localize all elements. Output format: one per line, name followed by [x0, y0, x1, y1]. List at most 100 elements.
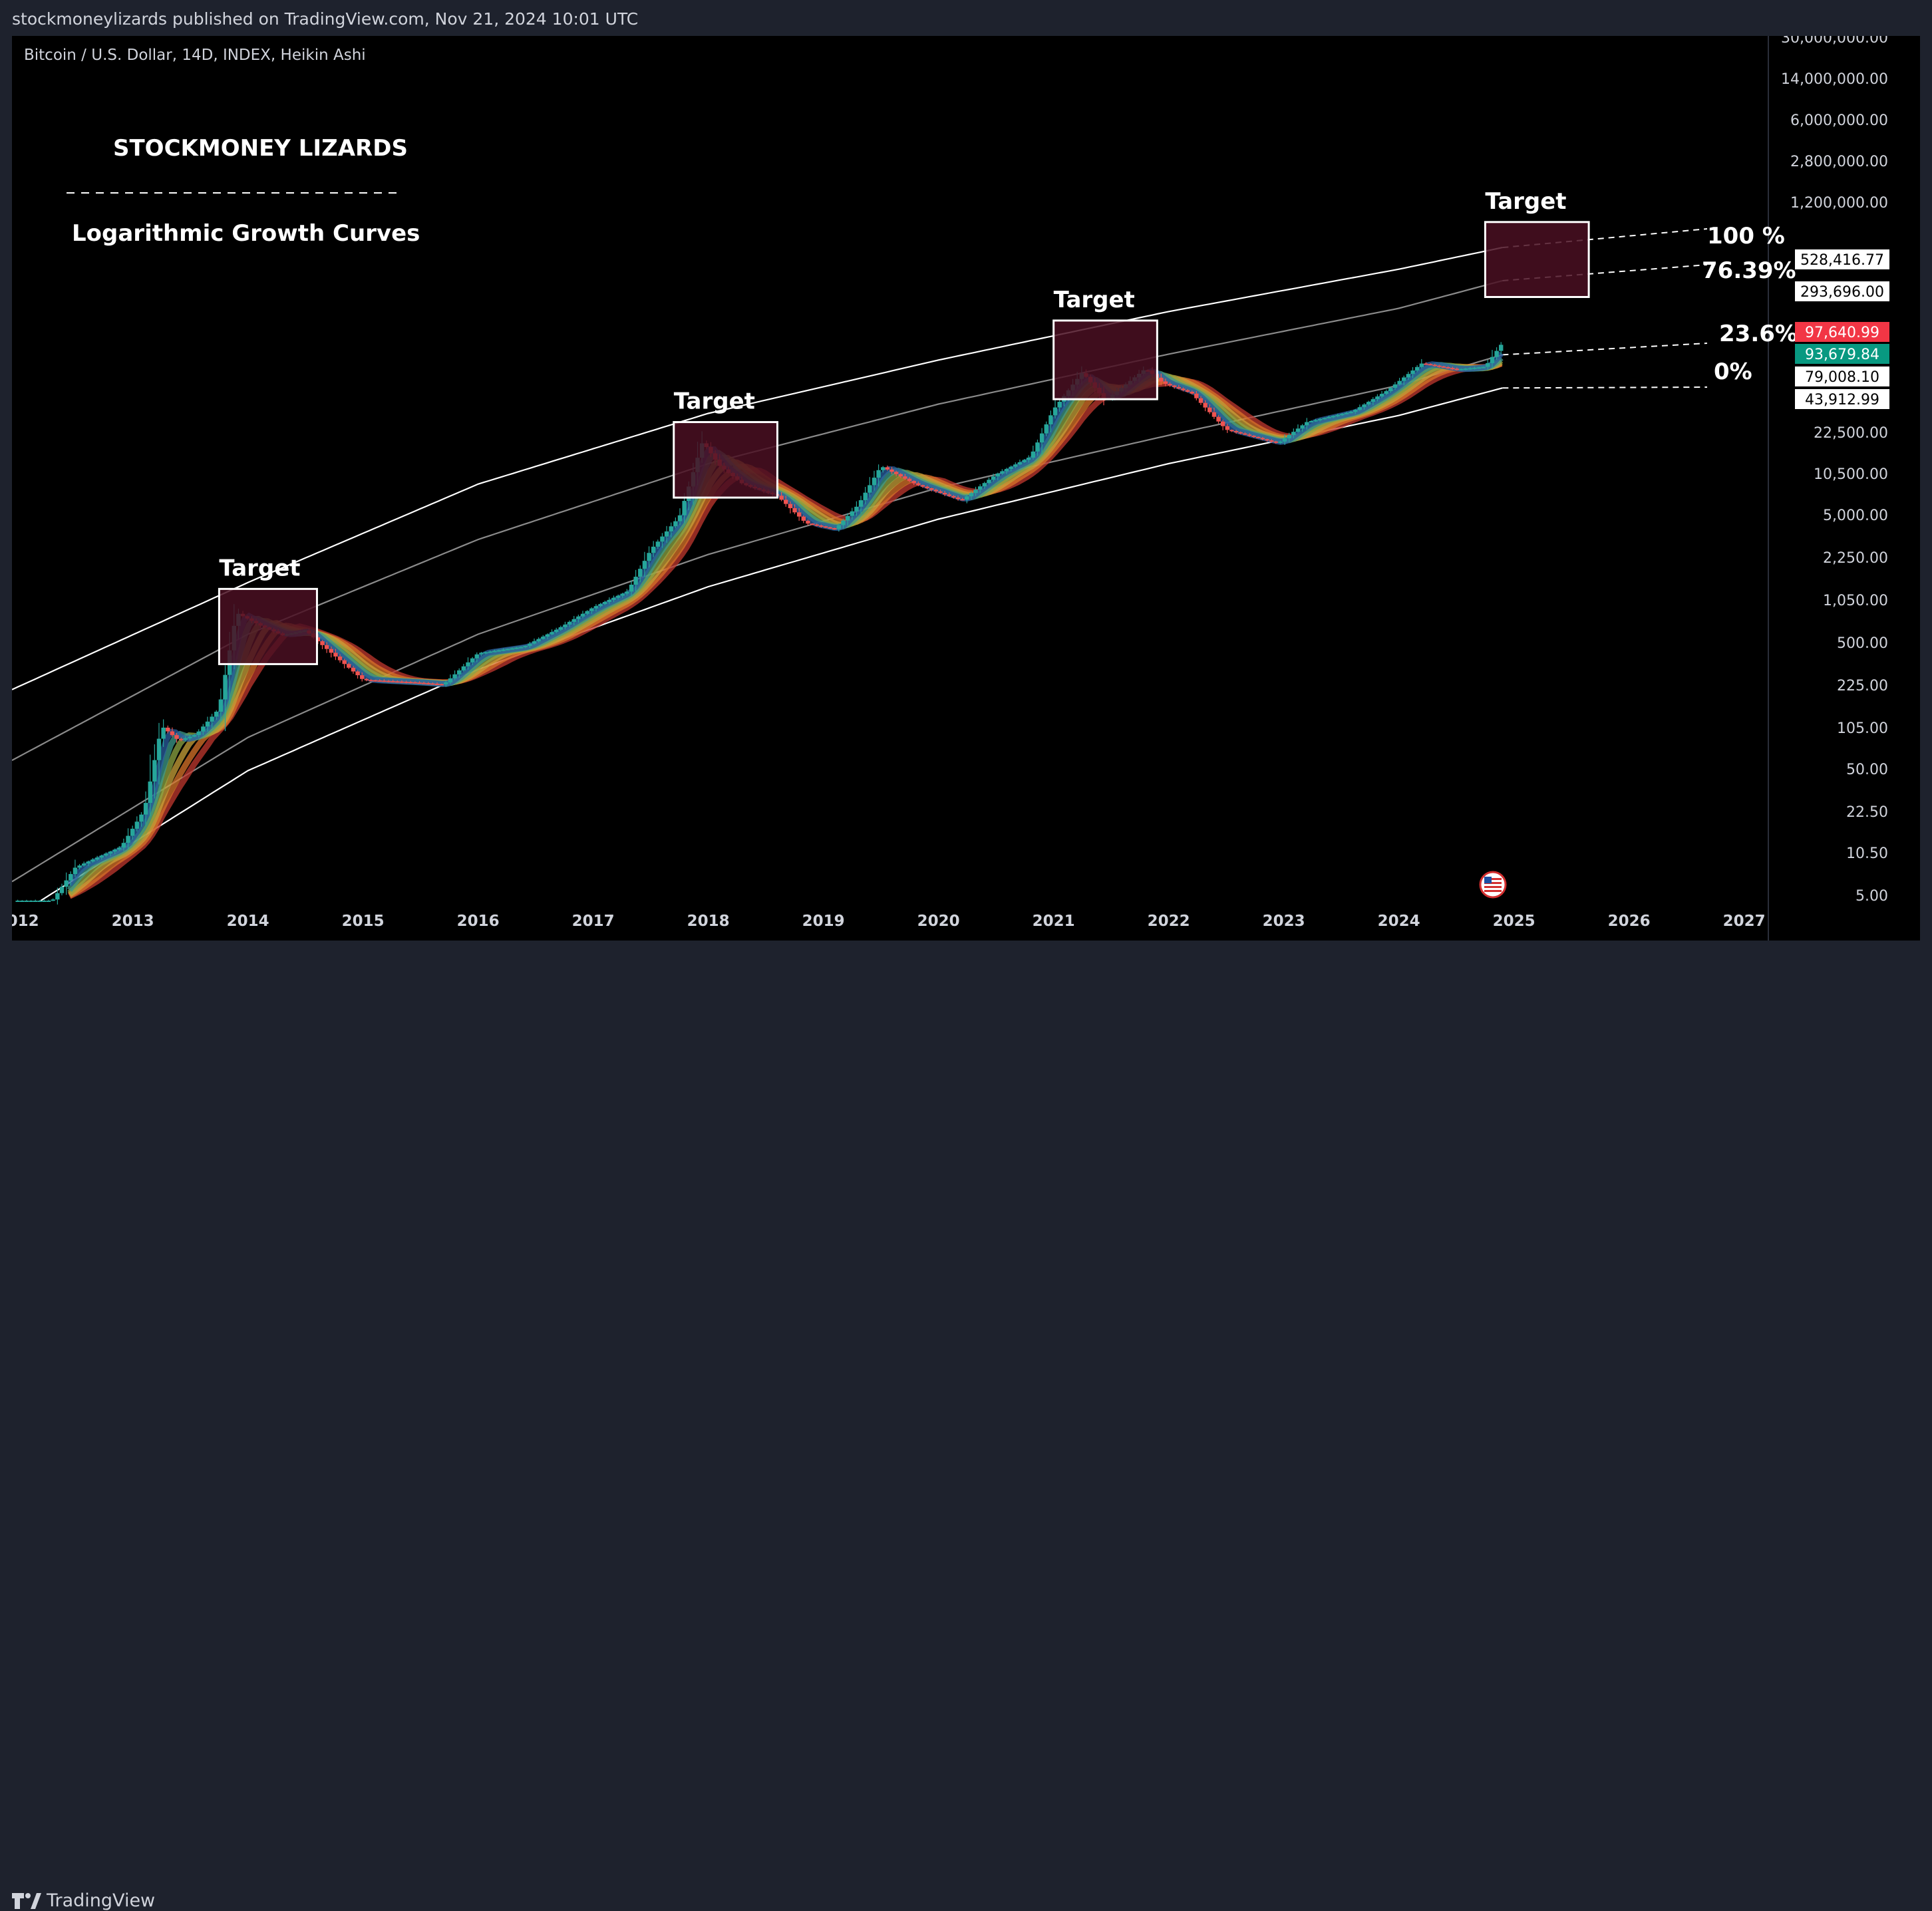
candle-body: [1198, 398, 1204, 403]
candle-body: [1468, 368, 1472, 370]
symbol-info[interactable]: Bitcoin / U.S. Dollar, 14D, INDEX, Heiki…: [24, 47, 366, 64]
candle-body: [320, 641, 325, 645]
fib-level-label: 0%: [1714, 359, 1752, 385]
target-box: [1484, 221, 1590, 299]
candle-body: [545, 634, 550, 637]
candle-body: [492, 651, 497, 653]
candle-body: [1176, 386, 1182, 389]
y-tick-label: 6,000,000.00: [1790, 112, 1888, 129]
candle-body: [188, 736, 192, 738]
candle-body: [329, 649, 333, 653]
candle-body: [788, 504, 793, 508]
candle-body: [938, 491, 943, 494]
candle-body: [417, 682, 422, 684]
tradingview-brand: TradingView: [47, 1890, 156, 1911]
candle-body: [42, 901, 47, 902]
candle-body: [863, 492, 868, 500]
candle-body: [969, 493, 974, 497]
candle-body: [108, 851, 113, 854]
candle-body: [911, 481, 916, 484]
candle-body: [1269, 440, 1274, 442]
candle-body: [858, 500, 864, 507]
chart-title: STOCKMONEY LIZARDS: [113, 135, 408, 162]
candle-body: [156, 738, 162, 760]
price-tag-text: 79,008.10: [1805, 369, 1879, 386]
candle-body: [1243, 433, 1247, 435]
growth-curve-lower: [40, 387, 1503, 901]
candle-body: [1039, 433, 1045, 443]
candle-body: [836, 525, 842, 529]
candle-body: [973, 490, 978, 494]
candle-body: [324, 645, 329, 649]
y-tick-label: 5.00: [1855, 888, 1888, 905]
candle-body: [1481, 367, 1486, 368]
candle-body: [218, 699, 224, 712]
candle-body: [1004, 469, 1009, 472]
price-tag-text: 97,640.99: [1805, 325, 1879, 341]
candle-body: [903, 476, 907, 479]
candle-body: [399, 681, 404, 683]
candle-body: [1309, 421, 1314, 423]
candle-body: [995, 473, 1000, 477]
candle-body: [1216, 416, 1221, 422]
tradingview-logo[interactable]: TradingView: [12, 1890, 155, 1911]
x-tick-label: 2023: [1263, 913, 1305, 930]
candle-body: [483, 652, 488, 654]
y-tick-label: 2,800,000.00: [1790, 154, 1888, 170]
candle-body: [550, 632, 554, 635]
us-flag-stripe: [1484, 890, 1502, 892]
candle-body: [506, 649, 510, 651]
candle-body: [1340, 414, 1345, 416]
candle-body: [1168, 384, 1172, 386]
price-tag-box: [1795, 249, 1889, 269]
candle-body: [1291, 432, 1296, 436]
candle-body: [1013, 464, 1018, 467]
x-tick-label: 2013: [112, 913, 154, 930]
fib-level-label: 76.39%: [1702, 257, 1796, 284]
candle-body: [377, 680, 382, 682]
candle-body: [669, 526, 673, 531]
target-label: Target: [219, 555, 300, 581]
growth-curve-upper: [12, 247, 1503, 690]
x-tick-label: 2019: [802, 913, 845, 930]
candle-body: [1366, 402, 1371, 405]
price-tag-box: [1795, 344, 1889, 364]
candle-body: [868, 485, 872, 493]
candle-body: [391, 680, 395, 682]
candle-body: [960, 499, 965, 501]
candle-body: [814, 524, 819, 526]
candle-body: [664, 531, 669, 537]
candle-body: [633, 577, 638, 585]
candle-body: [792, 508, 797, 513]
x-tick-label: 2021: [1033, 913, 1075, 930]
candle-body: [796, 512, 802, 517]
candle-body: [1463, 368, 1468, 370]
candle-body: [518, 647, 524, 649]
candle-body: [611, 597, 616, 600]
us-flag-stripe: [1484, 882, 1502, 884]
candle-body: [1190, 392, 1194, 394]
candle-body: [64, 880, 69, 887]
candle-body: [1317, 418, 1323, 420]
candle-body: [933, 490, 939, 492]
candle-body: [532, 641, 537, 644]
candle-body: [1035, 442, 1040, 452]
y-tick-label: 1,050.00: [1823, 593, 1888, 609]
candle-body: [1397, 380, 1402, 384]
candle-body: [1009, 466, 1013, 470]
candle-body: [33, 901, 38, 902]
candle-body: [1432, 365, 1437, 367]
candle-body: [214, 711, 219, 717]
candle-body: [673, 521, 678, 527]
candle-body: [430, 683, 435, 685]
candle-body: [355, 671, 360, 676]
candle-body: [1265, 439, 1269, 441]
candle-body: [178, 738, 184, 740]
candle-body: [1454, 368, 1460, 370]
chart-area[interactable]: Target Target Target Target STOCKMONEY LIZAR…: [12, 36, 1920, 941]
candle-body: [845, 515, 850, 521]
y-tick-label: 14,000,000.00: [1781, 71, 1888, 88]
candle-body: [1287, 435, 1291, 438]
candle-body: [677, 515, 683, 521]
candle-body: [461, 666, 466, 670]
